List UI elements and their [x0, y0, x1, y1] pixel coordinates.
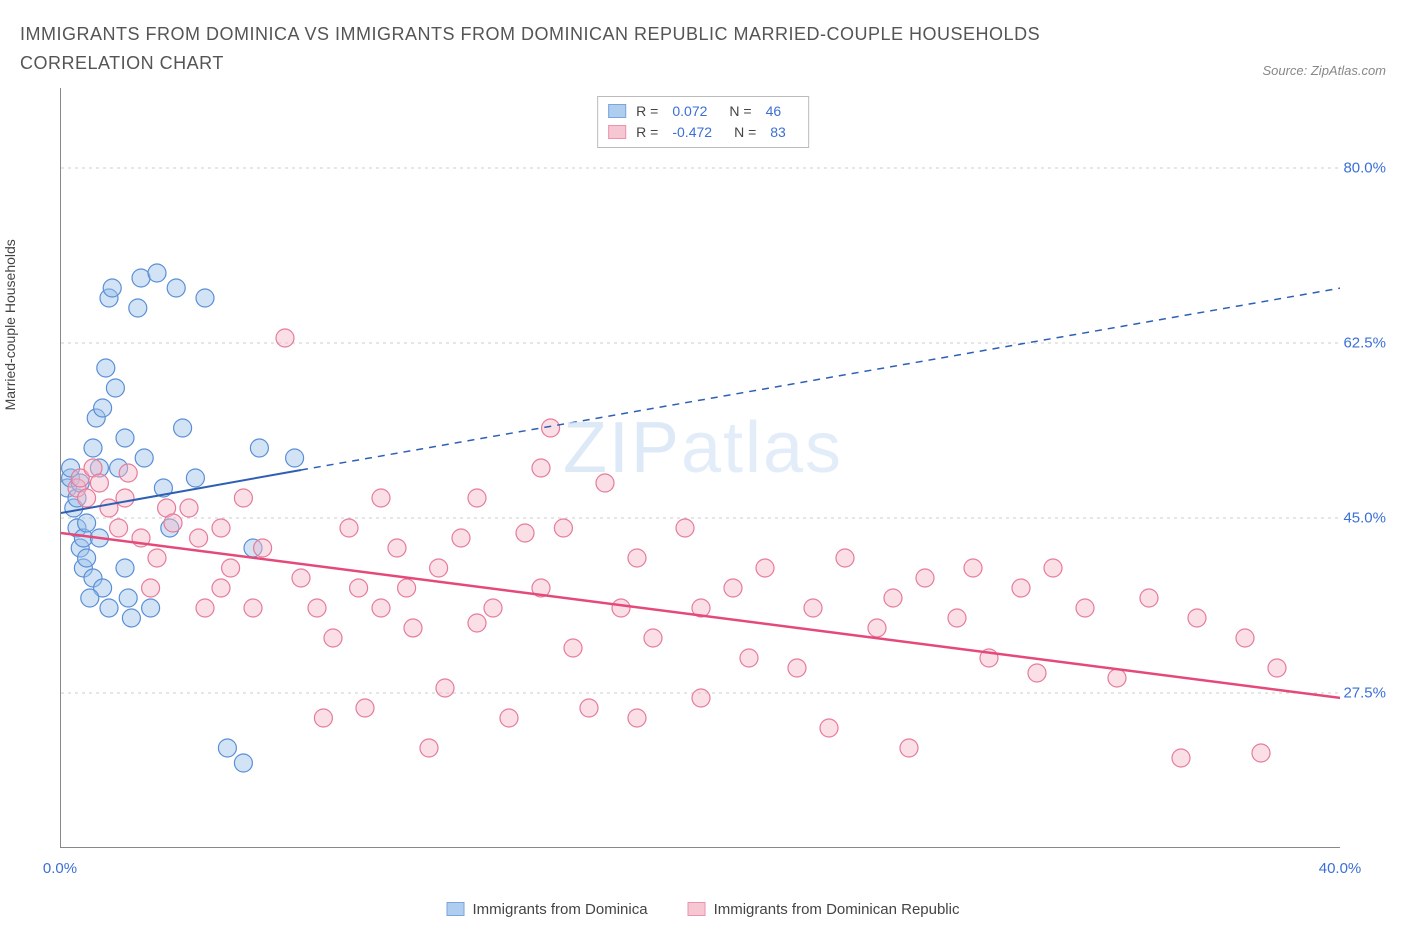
legend-swatch — [608, 125, 626, 139]
legend-item: Immigrants from Dominica — [447, 901, 648, 918]
legend-stat-row: R = -0.472 N = 83 — [608, 122, 798, 143]
x-tick-label: 40.0% — [1319, 860, 1362, 877]
source-label: Source: ZipAtlas.com — [1262, 63, 1386, 78]
r-label: R = — [636, 122, 658, 143]
y-axis-label: Married-couple Households — [2, 239, 18, 410]
n-label: N = — [734, 122, 756, 143]
y-tick-label: 62.5% — [1343, 334, 1386, 351]
y-tick-label: 45.0% — [1343, 509, 1386, 526]
title-row: IMMIGRANTS FROM DOMINICA VS IMMIGRANTS F… — [20, 20, 1386, 78]
r-label: R = — [636, 101, 658, 122]
chart-container: IMMIGRANTS FROM DOMINICA VS IMMIGRANTS F… — [20, 20, 1386, 888]
y-tick-label: 80.0% — [1343, 159, 1386, 176]
legend-swatch — [608, 104, 626, 118]
legend-swatch — [688, 902, 706, 916]
legend-label: Immigrants from Dominican Republic — [714, 901, 960, 918]
x-tick-label: 0.0% — [43, 860, 77, 877]
chart-title: IMMIGRANTS FROM DOMINICA VS IMMIGRANTS F… — [20, 20, 1120, 78]
legend-stat-row: R = 0.072 N = 46 — [608, 101, 798, 122]
n-value: 83 — [770, 122, 786, 143]
plot-area: Married-couple Households ZIPatlas R =0.… — [20, 88, 1386, 888]
r-value: -0.472 — [672, 122, 712, 143]
legend-label: Immigrants from Dominica — [473, 901, 648, 918]
legend-stats-box: R = 0.072 N = 46 R = -0.472 N = 83 — [597, 96, 809, 148]
y-tick-label: 27.5% — [1343, 684, 1386, 701]
legend-item: Immigrants from Dominican Republic — [688, 901, 960, 918]
legend-bottom: Immigrants from Dominica Immigrants from … — [447, 901, 960, 918]
legend-swatch — [447, 902, 465, 916]
scatter-plot — [60, 88, 1340, 848]
r-value: 0.072 — [672, 101, 707, 122]
n-label: N = — [729, 101, 751, 122]
n-value: 46 — [766, 101, 782, 122]
